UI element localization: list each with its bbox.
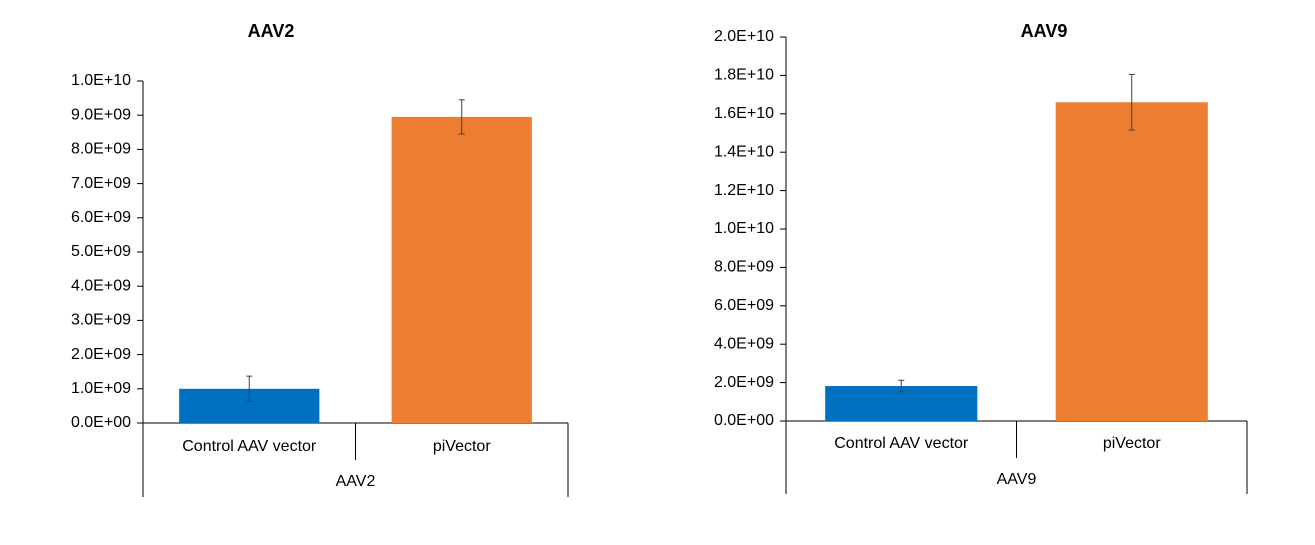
group-label: AAV9 <box>997 471 1037 488</box>
y-tick-label: 0.0E+00 <box>714 412 774 429</box>
y-tick-label: 1.4E+10 <box>714 143 774 160</box>
y-tick-label: 6.0E+09 <box>714 297 774 314</box>
y-tick-label: 9.0E+09 <box>71 106 131 123</box>
y-tick-label: 1.0E+09 <box>71 380 131 397</box>
x-tick-label: piVector <box>433 438 491 455</box>
y-tick-label: 2.0E+09 <box>714 374 774 391</box>
bar <box>391 116 532 423</box>
y-tick-label: 0.0E+00 <box>71 414 131 431</box>
y-tick-label: 2.0E+10 <box>714 28 774 45</box>
y-tick-label: 2.0E+09 <box>71 346 131 363</box>
y-tick-label: 1.6E+10 <box>714 105 774 122</box>
x-tick-label: Control AAV vector <box>182 438 317 455</box>
chart-title: AAV9 <box>1021 21 1068 41</box>
y-tick-label: 1.2E+10 <box>714 182 774 199</box>
y-tick-label: 5.0E+09 <box>71 243 131 260</box>
y-tick-label: 4.0E+09 <box>71 277 131 294</box>
y-tick-label: 7.0E+09 <box>71 175 131 192</box>
chart-title: AAV2 <box>248 21 295 41</box>
x-tick-label: piVector <box>1103 435 1161 452</box>
y-tick-label: 1.0E+10 <box>714 220 774 237</box>
y-tick-label: 1.8E+10 <box>714 67 774 84</box>
x-tick-label: Control AAV vector <box>834 435 969 452</box>
bar <box>1055 102 1208 421</box>
y-tick-label: 3.0E+09 <box>71 312 131 329</box>
y-tick-label: 4.0E+09 <box>714 335 774 352</box>
y-tick-label: 6.0E+09 <box>71 209 131 226</box>
y-tick-label: 8.0E+09 <box>714 259 774 276</box>
y-tick-label: 1.0E+10 <box>71 72 131 89</box>
group-label: AAV2 <box>336 473 376 490</box>
y-tick-label: 8.0E+09 <box>71 141 131 158</box>
